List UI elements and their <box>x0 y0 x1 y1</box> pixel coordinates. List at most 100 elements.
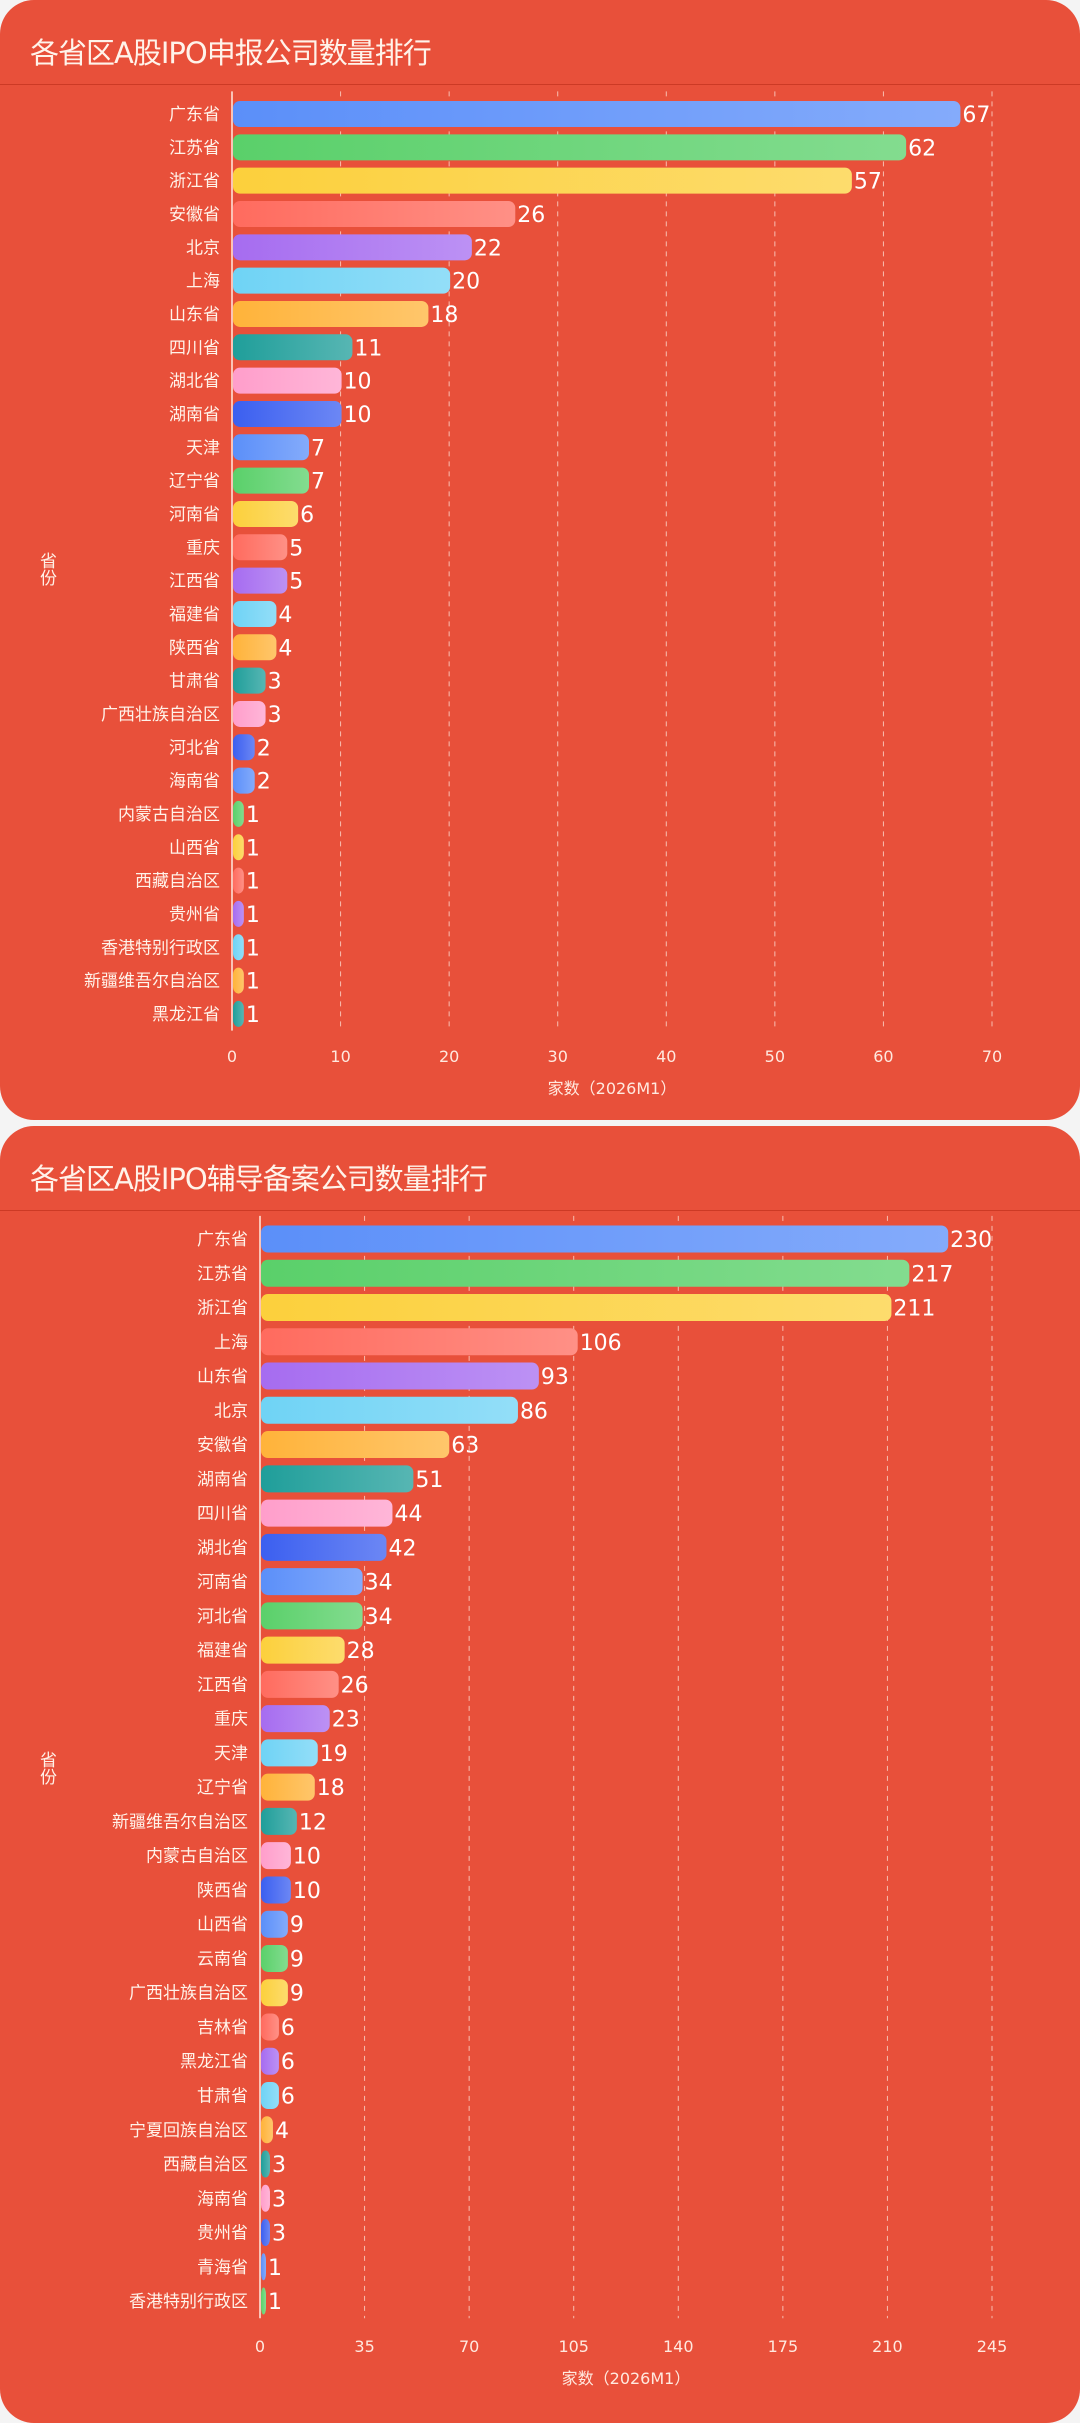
data-label: 4 <box>278 603 292 628</box>
x-axis-title: 家数（2026M1） <box>562 2369 691 2388</box>
category-label: 北京 <box>214 1401 248 1421</box>
bar <box>261 1431 450 1459</box>
bar <box>261 1910 288 1938</box>
category-label: 贵州省 <box>197 2224 248 2244</box>
bar <box>261 2116 273 2144</box>
bar <box>233 234 472 261</box>
data-label: 1 <box>246 870 260 895</box>
data-label: 12 <box>299 1810 327 1835</box>
data-label: 34 <box>365 1571 393 1596</box>
chart-title: 各省区A股IPO辅导备案公司数量排行 <box>30 1162 488 1196</box>
bar <box>233 534 288 561</box>
ipo-application-panel: 各省区A股IPO申报公司数量排行 省份 0 10 20 30 40 50 60 70 家数（20… <box>0 0 1080 1120</box>
bar <box>233 1000 244 1027</box>
bar <box>233 967 244 994</box>
data-label: 6 <box>281 2050 295 2075</box>
bar <box>261 1705 330 1733</box>
x-tick-label: 60 <box>873 1047 893 1066</box>
data-label: 18 <box>430 303 458 328</box>
data-label: 106 <box>580 1331 622 1356</box>
category-label: 甘肃省 <box>169 672 220 692</box>
bar <box>233 367 342 394</box>
data-label: 6 <box>281 2016 295 2041</box>
data-label: 1 <box>246 936 260 961</box>
category-label: 贵州省 <box>169 905 220 925</box>
bar <box>261 1294 892 1322</box>
x-tick-label: 70 <box>459 2337 479 2356</box>
category-label: 内蒙古自治区 <box>118 805 220 825</box>
data-label: 9 <box>290 1947 304 1972</box>
bar <box>261 2047 279 2075</box>
data-label: 86 <box>520 1399 548 1424</box>
data-label: 10 <box>293 1879 321 1904</box>
bar <box>261 1876 291 1904</box>
data-label: 23 <box>332 1708 360 1733</box>
category-label: 香港特别行政区 <box>101 938 220 958</box>
divider <box>0 84 1080 85</box>
bar <box>261 1636 345 1664</box>
bar <box>233 934 244 961</box>
category-label: 香港特别行政区 <box>129 2292 248 2312</box>
bar <box>261 1602 363 1630</box>
bar <box>261 1499 393 1527</box>
category-label: 上海 <box>186 272 220 292</box>
category-label: 上海 <box>214 1333 248 1353</box>
bar <box>233 267 451 294</box>
data-label: 28 <box>347 1639 375 1664</box>
category-label: 辽宁省 <box>197 1778 248 1798</box>
category-label: 山西省 <box>169 838 220 858</box>
bar <box>261 1259 910 1287</box>
data-label: 7 <box>311 436 325 461</box>
category-label: 广东省 <box>169 105 220 125</box>
category-label: 重庆 <box>186 538 220 558</box>
data-label: 22 <box>474 236 502 261</box>
bar <box>261 1465 414 1493</box>
x-tick-label: 50 <box>765 1047 785 1066</box>
bar <box>261 2184 270 2212</box>
y-axis-label: 省份 <box>36 552 56 586</box>
bar <box>261 1568 363 1596</box>
bar <box>233 767 255 794</box>
x-tick-label: 40 <box>656 1047 676 1066</box>
divider <box>0 1210 1080 1211</box>
data-label: 34 <box>365 1605 393 1630</box>
y-axis-label: 省份 <box>36 1751 56 1785</box>
category-label: 江苏省 <box>197 1264 248 1284</box>
bar <box>261 1533 387 1561</box>
bar <box>233 400 342 427</box>
data-label: 6 <box>300 503 314 528</box>
bar <box>233 500 299 527</box>
x-tick-label: 10 <box>330 1047 350 1066</box>
category-label: 重庆 <box>214 1710 248 1730</box>
data-label: 1 <box>246 1003 260 1028</box>
data-label: 1 <box>268 2290 282 2315</box>
bar <box>233 434 309 461</box>
bar <box>233 200 516 227</box>
data-label: 44 <box>394 1502 422 1527</box>
data-label: 1 <box>246 836 260 861</box>
bar <box>261 2082 279 2109</box>
category-label: 山西省 <box>197 1915 248 1935</box>
data-label: 2 <box>257 770 271 795</box>
category-label: 辽宁省 <box>169 472 220 492</box>
category-label: 吉林省 <box>197 2018 248 2038</box>
category-label: 内蒙古自治区 <box>146 1847 248 1867</box>
data-label: 4 <box>275 2119 289 2144</box>
data-label: 3 <box>268 703 282 728</box>
category-label: 广东省 <box>197 1230 248 1250</box>
data-label: 9 <box>290 1982 304 2007</box>
x-tick-label: 175 <box>768 2337 799 2356</box>
bar <box>233 600 277 627</box>
data-label: 1 <box>246 903 260 928</box>
data-label: 93 <box>541 1365 569 1390</box>
category-label: 天津 <box>214 1744 248 1764</box>
data-label: 11 <box>354 336 382 361</box>
bar <box>233 567 288 594</box>
data-label: 5 <box>289 536 303 561</box>
data-label: 67 <box>962 103 990 128</box>
chart-title: 各省区A股IPO申报公司数量排行 <box>30 36 432 70</box>
bar <box>233 101 961 127</box>
category-label: 云南省 <box>197 1949 248 1969</box>
category-label: 湖南省 <box>169 405 220 425</box>
